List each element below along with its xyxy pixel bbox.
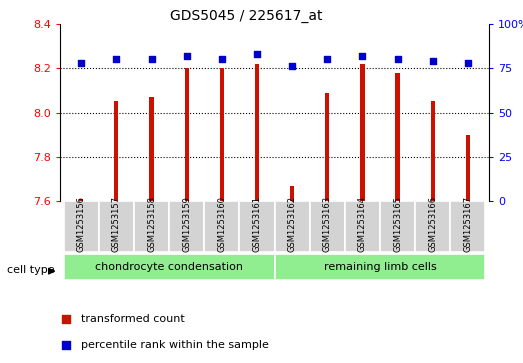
Text: GSM1253163: GSM1253163 xyxy=(323,196,332,252)
Bar xyxy=(115,101,119,201)
Point xyxy=(77,60,85,66)
Point xyxy=(358,53,367,58)
Point xyxy=(323,56,332,62)
Point xyxy=(253,51,261,57)
Text: GSM1253162: GSM1253162 xyxy=(288,196,297,252)
Text: GSM1253160: GSM1253160 xyxy=(218,196,226,252)
Text: GSM1253157: GSM1253157 xyxy=(112,196,121,252)
Point xyxy=(428,58,437,64)
Bar xyxy=(466,135,470,201)
Text: GSM1253165: GSM1253165 xyxy=(393,196,402,252)
Bar xyxy=(310,201,345,252)
Bar xyxy=(275,254,485,280)
Text: percentile rank within the sample: percentile rank within the sample xyxy=(81,339,269,350)
Bar xyxy=(290,186,294,201)
Text: GSM1253158: GSM1253158 xyxy=(147,196,156,252)
Bar xyxy=(169,201,204,252)
Point xyxy=(464,60,472,66)
Bar xyxy=(64,254,275,280)
Point xyxy=(218,56,226,62)
Text: GSM1253156: GSM1253156 xyxy=(77,196,86,252)
Bar xyxy=(430,101,435,201)
Text: transformed count: transformed count xyxy=(81,314,185,324)
Bar xyxy=(204,201,240,252)
Bar xyxy=(64,201,99,252)
Point xyxy=(288,64,297,69)
Text: GSM1253159: GSM1253159 xyxy=(182,196,191,252)
Text: remaining limb cells: remaining limb cells xyxy=(324,262,436,272)
Point xyxy=(147,56,156,62)
Bar xyxy=(360,64,365,201)
Point xyxy=(183,53,191,58)
Bar xyxy=(395,73,400,201)
Bar xyxy=(79,199,83,201)
Text: GSM1253161: GSM1253161 xyxy=(253,196,262,252)
Bar xyxy=(345,201,380,252)
Text: cell type: cell type xyxy=(7,265,54,276)
Point xyxy=(393,56,402,62)
Bar xyxy=(255,64,259,201)
Bar xyxy=(150,97,154,201)
Bar xyxy=(415,201,450,252)
Point xyxy=(112,56,121,62)
Bar xyxy=(325,93,329,201)
Bar xyxy=(99,201,134,252)
Text: GSM1253164: GSM1253164 xyxy=(358,196,367,252)
Bar xyxy=(275,201,310,252)
Bar xyxy=(240,201,275,252)
Bar xyxy=(220,68,224,201)
Bar xyxy=(185,68,189,201)
Text: chondrocyte condensation: chondrocyte condensation xyxy=(95,262,243,272)
Point xyxy=(62,316,70,322)
Text: GSM1253167: GSM1253167 xyxy=(463,196,472,252)
Bar xyxy=(380,201,415,252)
Point xyxy=(62,342,70,347)
Bar xyxy=(134,201,169,252)
Text: GDS5045 / 225617_at: GDS5045 / 225617_at xyxy=(169,9,322,23)
Bar xyxy=(450,201,485,252)
Text: GSM1253166: GSM1253166 xyxy=(428,196,437,252)
